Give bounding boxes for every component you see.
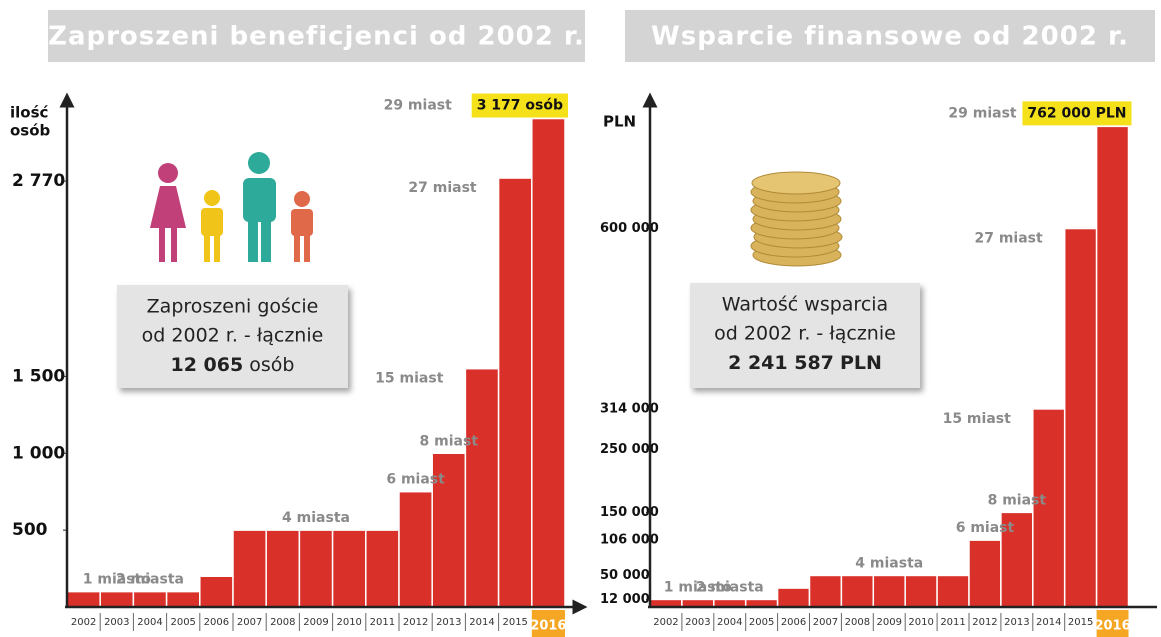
x-tick-label: 2003 bbox=[685, 617, 710, 628]
x-tick-label: 2004 bbox=[717, 617, 742, 628]
bar bbox=[937, 575, 969, 607]
bar bbox=[100, 592, 133, 607]
x-tick-label: 2016 bbox=[530, 619, 566, 634]
x-tick-label: 2002 bbox=[653, 617, 678, 628]
x-tick-label: 2006 bbox=[204, 617, 229, 628]
x-tick-label: 2012 bbox=[972, 617, 997, 628]
x-tick-label: 2005 bbox=[749, 617, 774, 628]
note-line: od 2002 r. - łącznie bbox=[714, 323, 896, 345]
x-tick-label: 2002 bbox=[71, 617, 96, 628]
infographic: Zaproszeni beneficjenci od 2002 r.ilośćo… bbox=[0, 0, 1161, 637]
bar bbox=[873, 575, 905, 607]
annotation: 8 miast bbox=[420, 433, 479, 449]
bar bbox=[200, 576, 233, 607]
bar bbox=[299, 530, 332, 607]
note-total-value: 2 241 587 bbox=[728, 352, 834, 374]
chart-title: Wsparcie finansowe od 2002 r. bbox=[651, 22, 1129, 52]
note-total-value: 12 065 bbox=[171, 354, 244, 376]
bar bbox=[333, 530, 366, 607]
y-tick-label: 50 000 bbox=[600, 568, 650, 583]
annotation: 8 miast bbox=[988, 492, 1047, 508]
x-tick-label: 2003 bbox=[104, 617, 129, 628]
x-tick-label: 2008 bbox=[845, 617, 870, 628]
y-tick-label: 1 500 bbox=[12, 366, 65, 386]
x-tick-label: 2013 bbox=[1004, 617, 1029, 628]
annotation: 4 miasta bbox=[855, 555, 923, 571]
bar bbox=[810, 575, 842, 607]
bar bbox=[905, 575, 937, 607]
bar bbox=[465, 369, 498, 607]
x-tick-label: 2016 bbox=[1094, 619, 1130, 634]
annotation: 4 miasta bbox=[282, 510, 350, 526]
x-tick-label: 2010 bbox=[336, 617, 361, 628]
x-tick-label: 2006 bbox=[781, 617, 806, 628]
annotation: 6 miast bbox=[956, 520, 1015, 536]
note-total: 2 241 587 PLN bbox=[728, 352, 882, 374]
bar bbox=[266, 530, 299, 607]
bar bbox=[399, 492, 432, 607]
annotation: 29 miast bbox=[384, 98, 453, 114]
x-tick-label: 2009 bbox=[303, 617, 328, 628]
note-total-unit: osób bbox=[249, 354, 294, 376]
value-label: 762 000 PLN bbox=[1027, 105, 1126, 121]
y-axis-label: PLN bbox=[603, 113, 636, 131]
note-line: od 2002 r. - łącznie bbox=[142, 325, 324, 347]
bar bbox=[841, 575, 873, 607]
bar bbox=[233, 530, 266, 607]
x-tick-label: 2012 bbox=[403, 617, 428, 628]
bar bbox=[67, 592, 100, 607]
annotation: 27 miast bbox=[408, 180, 477, 196]
bar bbox=[167, 592, 200, 607]
annotation: 29 miast bbox=[948, 105, 1017, 121]
y-tick-label: 12 000 bbox=[600, 592, 650, 607]
y-tick-label: 500 bbox=[12, 520, 48, 540]
x-tick-label: 2007 bbox=[813, 617, 838, 628]
chart-title: Zaproszeni beneficjenci od 2002 r. bbox=[48, 22, 585, 52]
annotation: 2 miasta bbox=[696, 579, 764, 595]
y-tick-label: 2 770 bbox=[12, 171, 65, 191]
bar bbox=[1065, 229, 1097, 607]
bar bbox=[532, 119, 565, 607]
note-line: Zaproszeni goście bbox=[147, 296, 319, 318]
x-tick-label: 2010 bbox=[908, 617, 933, 628]
x-tick-label: 2015 bbox=[1068, 617, 1093, 628]
coins-icon bbox=[751, 172, 842, 266]
bar bbox=[366, 530, 399, 607]
note-line: Wartość wsparcia bbox=[722, 294, 888, 316]
y-axis-label: osób bbox=[10, 122, 51, 140]
page: Zaproszeni beneficjenci od 2002 r.ilośćo… bbox=[0, 0, 1161, 637]
x-tick-label: 2007 bbox=[237, 617, 262, 628]
x-tick-label: 2005 bbox=[170, 617, 195, 628]
x-tick-label: 2013 bbox=[436, 617, 461, 628]
bar bbox=[499, 178, 532, 607]
note-total-unit: PLN bbox=[840, 352, 882, 374]
x-tick-label: 2004 bbox=[137, 617, 162, 628]
annotation: 27 miast bbox=[974, 231, 1043, 247]
annotation: 2 miasta bbox=[116, 572, 184, 588]
bar bbox=[969, 540, 1001, 607]
x-tick-label: 2008 bbox=[270, 617, 295, 628]
x-tick-label: 2009 bbox=[877, 617, 902, 628]
annotation: 15 miast bbox=[943, 411, 1012, 427]
bar bbox=[778, 588, 810, 607]
y-axis-label: ilość bbox=[10, 104, 49, 122]
annotation: 6 miast bbox=[386, 472, 445, 488]
x-tick-label: 2011 bbox=[940, 617, 965, 628]
note-total: 12 065 osób bbox=[171, 354, 295, 376]
x-tick-label: 2014 bbox=[469, 617, 494, 628]
x-tick-label: 2015 bbox=[502, 617, 527, 628]
x-tick-label: 2014 bbox=[1036, 617, 1061, 628]
y-tick-label: 1 000 bbox=[12, 443, 65, 463]
value-label: 3 177 osób bbox=[477, 98, 563, 114]
annotation: 15 miast bbox=[375, 371, 444, 387]
bar bbox=[133, 592, 166, 607]
people-icon bbox=[150, 152, 313, 262]
x-tick-label: 2011 bbox=[370, 617, 395, 628]
bar bbox=[1097, 126, 1129, 607]
